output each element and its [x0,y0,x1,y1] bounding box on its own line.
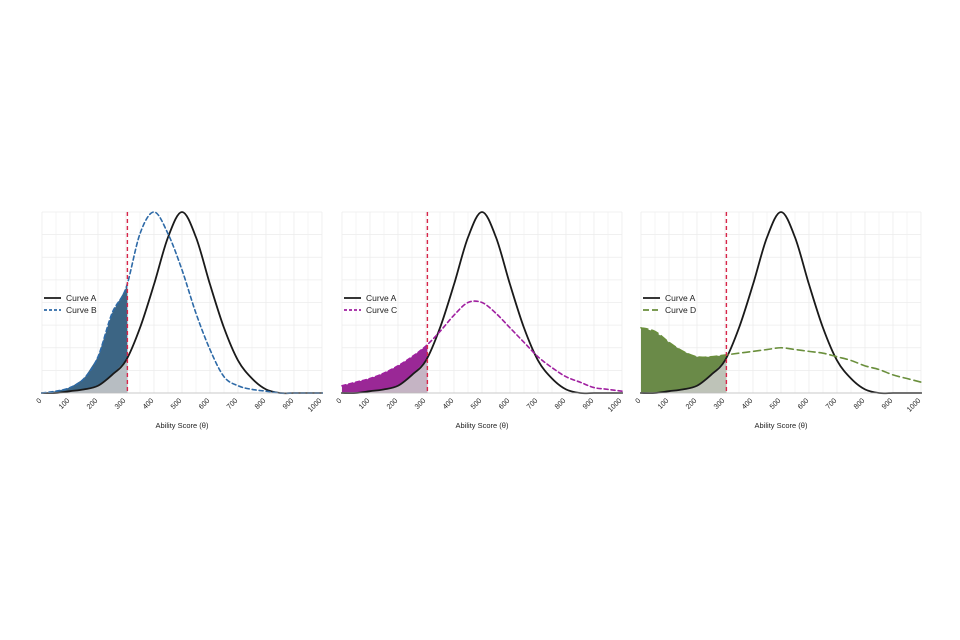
series-line-curve-a [341,211,623,395]
series-line-curve-c [341,300,623,392]
x-tick-label: 500 [768,396,783,411]
shaded-area-curve-a [342,357,428,393]
x-tick-label: 300 [113,396,128,411]
x-tick-label: 500 [169,396,184,411]
x-tick-label: 800 [553,396,568,411]
legend-label: Curve B [66,305,97,315]
grid [341,211,623,394]
x-tick-label: 900 [581,396,596,411]
legend-label: Curve A [665,293,696,303]
legend: Curve A Curve D [643,293,696,315]
x-tick-label: 1000 [905,396,923,414]
series-line-curve-a [640,211,922,395]
legend-label: Curve A [366,293,397,303]
x-tick-label: 800 [852,396,867,411]
x-tick-label: 0 [34,396,43,405]
x-tick-label: 200 [684,396,699,411]
x-axis-label: Ability Score (θ) [755,421,808,430]
x-tick-label: 100 [357,396,372,411]
x-tick-label: 100 [57,396,72,411]
chart-panel-3: 0 100 200 300 400 500 600 700 800 900 1000 Ability … [633,211,923,430]
x-tick-label: 1000 [606,396,624,414]
shaded-area-curve-a [641,357,727,393]
x-tick-label: 400 [740,396,755,411]
x-tick-label: 800 [253,396,268,411]
legend: Curve A Curve C [344,293,397,315]
x-tick-label: 600 [497,396,512,411]
x-tick-label: 300 [712,396,727,411]
x-tick-label: 600 [796,396,811,411]
legend-label: Curve C [366,305,397,315]
x-tick-label: 400 [141,396,156,411]
x-tick-label: 1000 [306,396,324,414]
x-tick-label: 500 [469,396,484,411]
x-axis-label: Ability Score (θ) [456,421,509,430]
legend-label: Curve A [66,293,97,303]
shaded-area-curve-b [42,282,128,393]
x-tick-label: 0 [334,396,343,405]
x-tick-label: 200 [85,396,100,411]
x-tick-label: 700 [225,396,240,411]
x-tick-label: 900 [281,396,296,411]
x-tick-label: 700 [824,396,839,411]
x-tick-label: 400 [441,396,456,411]
series-line-curve-d [640,327,922,383]
chart-panel-1: 0 100 200 300 400 500 600 700 800 900 1000 Ability … [34,211,324,430]
legend-label: Curve D [665,305,696,315]
x-axis-label: Ability Score (θ) [156,421,209,430]
x-tick-label: 200 [385,396,400,411]
chart-panel-2: 0 100 200 300 400 500 600 700 800 900 1000 Ability … [334,211,624,430]
x-tick-label: 900 [880,396,895,411]
x-tick-label: 0 [633,396,642,405]
x-tick-label: 300 [413,396,428,411]
x-tick-label: 700 [525,396,540,411]
x-tick-label: 100 [656,396,671,411]
shaded-area-curve-d [641,327,727,393]
shaded-area-curve-a [42,357,128,393]
x-tick-label: 600 [197,396,212,411]
legend: Curve A Curve B [44,293,97,315]
